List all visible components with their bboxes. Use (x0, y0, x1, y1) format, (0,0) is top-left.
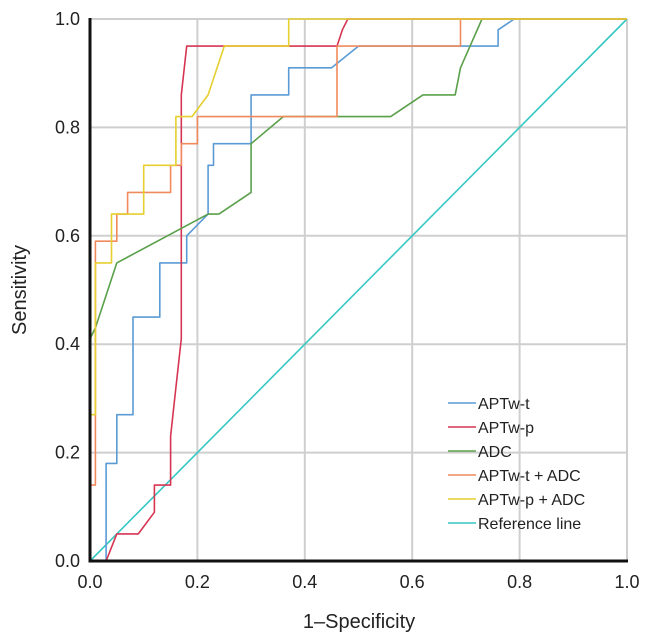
x-tick-label: 0.4 (292, 572, 317, 592)
legend-label: APTw-p (478, 420, 534, 437)
x-tick-label: 0.6 (400, 572, 425, 592)
y-tick-labels: 0.0 0.2 0.4 0.6 0.8 1.0 (55, 9, 80, 571)
legend-label: APTw-t (478, 396, 530, 413)
series-line-reference-line (89, 18, 628, 562)
legend-label: APTw-p + ADC (478, 492, 585, 509)
y-tick-label: 0.4 (55, 334, 80, 354)
legend: APTw-t APTw-p ADC APTw-t + ADC APTw-p + ADC R… (448, 396, 585, 533)
x-tick-labels: 0.0 0.2 0.4 0.6 0.8 1.0 (77, 572, 639, 592)
y-axis-title: Sensitivity (9, 245, 31, 335)
x-tick-label: 0.8 (507, 572, 532, 592)
series-line-aptw-p-adc (89, 18, 627, 561)
y-tick-label: 0.6 (55, 226, 80, 246)
series-layer (89, 18, 628, 562)
series-line-adc (89, 18, 627, 561)
axes (88, 18, 628, 563)
y-tick-label: 0.8 (55, 117, 80, 137)
legend-label: APTw-t + ADC (478, 468, 581, 485)
legend-label: ADC (478, 444, 512, 461)
series-line-aptw-t-adc (89, 18, 627, 561)
x-axis-title: 1–Specificity (303, 611, 415, 633)
y-tick-label: 0.0 (55, 551, 80, 571)
x-tick-label: 1.0 (614, 572, 639, 592)
x-tick-label: 0.0 (77, 572, 102, 592)
y-tick-label: 1.0 (55, 9, 80, 29)
series-line-aptw-p (105, 18, 627, 562)
x-tick-label: 0.2 (185, 572, 210, 592)
legend-label: Reference line (478, 516, 581, 533)
y-tick-label: 0.2 (55, 443, 80, 463)
